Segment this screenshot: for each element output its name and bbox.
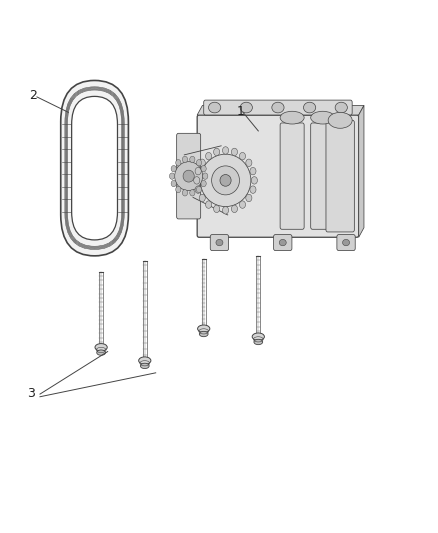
Polygon shape xyxy=(197,106,364,115)
FancyBboxPatch shape xyxy=(197,115,359,237)
Ellipse shape xyxy=(311,111,335,124)
Ellipse shape xyxy=(231,205,237,213)
Ellipse shape xyxy=(231,148,237,156)
Text: 2: 2 xyxy=(29,89,37,102)
Ellipse shape xyxy=(201,180,206,187)
Ellipse shape xyxy=(139,357,151,365)
Ellipse shape xyxy=(335,102,347,113)
Ellipse shape xyxy=(252,333,265,341)
Ellipse shape xyxy=(246,194,252,201)
Ellipse shape xyxy=(176,159,181,166)
Ellipse shape xyxy=(198,325,210,333)
Ellipse shape xyxy=(141,364,149,368)
Ellipse shape xyxy=(196,187,201,193)
Ellipse shape xyxy=(176,187,181,193)
Ellipse shape xyxy=(205,201,212,208)
Ellipse shape xyxy=(182,190,187,196)
Text: 3: 3 xyxy=(27,387,35,400)
Ellipse shape xyxy=(201,166,206,172)
Polygon shape xyxy=(359,106,364,237)
Ellipse shape xyxy=(214,205,220,213)
Ellipse shape xyxy=(95,344,107,351)
Ellipse shape xyxy=(170,173,175,179)
Ellipse shape xyxy=(250,186,256,193)
Ellipse shape xyxy=(97,350,106,356)
FancyBboxPatch shape xyxy=(61,80,128,256)
Ellipse shape xyxy=(183,170,194,182)
Ellipse shape xyxy=(194,176,200,184)
Ellipse shape xyxy=(343,239,350,246)
Ellipse shape xyxy=(205,152,212,160)
Ellipse shape xyxy=(250,167,256,175)
Ellipse shape xyxy=(171,166,177,172)
FancyBboxPatch shape xyxy=(210,235,229,251)
FancyBboxPatch shape xyxy=(72,96,117,240)
Ellipse shape xyxy=(203,173,208,179)
FancyBboxPatch shape xyxy=(204,100,352,115)
Ellipse shape xyxy=(199,159,205,166)
Ellipse shape xyxy=(200,154,251,207)
Ellipse shape xyxy=(328,112,352,128)
Ellipse shape xyxy=(208,102,221,113)
FancyBboxPatch shape xyxy=(311,123,335,229)
Ellipse shape xyxy=(223,147,229,154)
Ellipse shape xyxy=(216,239,223,246)
Ellipse shape xyxy=(246,159,252,166)
Ellipse shape xyxy=(251,176,258,184)
Ellipse shape xyxy=(212,166,240,195)
FancyBboxPatch shape xyxy=(274,235,292,251)
Ellipse shape xyxy=(254,340,263,345)
Ellipse shape xyxy=(240,201,246,208)
Ellipse shape xyxy=(196,159,201,166)
Ellipse shape xyxy=(175,161,203,191)
FancyBboxPatch shape xyxy=(326,120,354,232)
Ellipse shape xyxy=(171,180,177,187)
Ellipse shape xyxy=(279,239,286,246)
FancyBboxPatch shape xyxy=(177,133,201,219)
Text: 1: 1 xyxy=(237,105,244,118)
Ellipse shape xyxy=(182,156,187,163)
Ellipse shape xyxy=(304,102,316,113)
Ellipse shape xyxy=(190,156,195,163)
Ellipse shape xyxy=(190,190,195,196)
Ellipse shape xyxy=(195,167,201,175)
Ellipse shape xyxy=(240,152,246,160)
Ellipse shape xyxy=(280,111,304,124)
Ellipse shape xyxy=(199,332,208,337)
Ellipse shape xyxy=(223,207,229,214)
Ellipse shape xyxy=(272,102,284,113)
Ellipse shape xyxy=(199,194,205,201)
Ellipse shape xyxy=(195,186,201,193)
Ellipse shape xyxy=(214,148,220,156)
FancyBboxPatch shape xyxy=(280,123,304,229)
Ellipse shape xyxy=(220,174,231,186)
FancyBboxPatch shape xyxy=(337,235,355,251)
Ellipse shape xyxy=(240,102,252,113)
